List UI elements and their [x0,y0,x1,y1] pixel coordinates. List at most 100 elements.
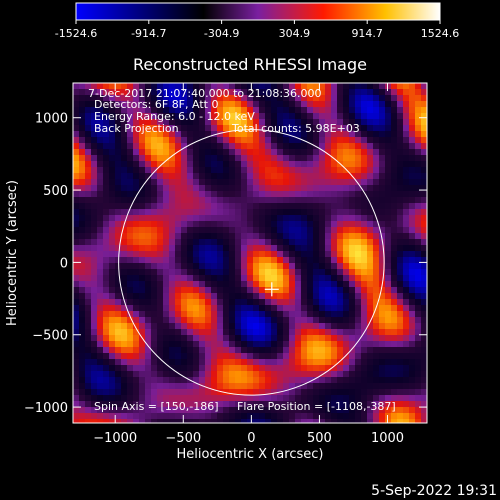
heatmap-cell [223,221,229,227]
heatmap-cell [151,221,157,227]
heatmap-cell [205,305,211,311]
heatmap-cell [139,389,145,395]
heatmap-cell [313,287,319,293]
heatmap-cell [403,149,409,155]
heatmap-cell [325,329,331,335]
heatmap-cell [265,257,271,263]
heatmap-cell [319,287,325,293]
heatmap-cell [277,305,283,311]
heatmap-cell [253,173,259,179]
heatmap-cell [415,371,421,377]
colorbar-tick-label: 914.7 [351,27,383,40]
heatmap-cell [139,353,145,359]
heatmap-cell [121,389,127,395]
heatmap-cell [313,239,319,245]
heatmap-cell [133,347,139,353]
heatmap-cell [391,125,397,131]
heatmap-cell [127,113,133,119]
heatmap-cell [187,395,193,401]
heatmap-cell [283,401,289,407]
heatmap-cell [409,245,415,251]
heatmap-cell [175,263,181,269]
heatmap-cell [403,95,409,101]
heatmap-cell [211,149,217,155]
heatmap-cell [139,227,145,233]
heatmap-cell [397,335,403,341]
heatmap-cell [85,215,91,221]
heatmap-cell [403,335,409,341]
heatmap-cell [337,383,343,389]
heatmap-cell [97,281,103,287]
heatmap-cell [79,233,85,239]
heatmap-cell [109,227,115,233]
heatmap-cell [349,239,355,245]
heatmap-cell [157,209,163,215]
heatmap-cell [247,203,253,209]
heatmap-cell [409,125,415,131]
heatmap-cell [79,101,85,107]
heatmap-cell [181,245,187,251]
heatmap-cell [109,281,115,287]
heatmap-cell [391,89,397,95]
heatmap-cell [127,395,133,401]
heatmap-cell [85,113,91,119]
heatmap-cell [283,407,289,413]
heatmap-cell [367,239,373,245]
heatmap-cell [145,359,151,365]
heatmap-cell [313,401,319,407]
heatmap-cell [235,395,241,401]
heatmap-cell [157,353,163,359]
heatmap-cell [337,299,343,305]
heatmap-cell [367,317,373,323]
heatmap-cell [229,287,235,293]
heatmap-cell [157,83,163,89]
heatmap-cell [103,131,109,137]
heatmap-cell [169,221,175,227]
heatmap-cell [199,179,205,185]
heatmap-cell [133,377,139,383]
heatmap-cell [133,227,139,233]
heatmap-cell [187,257,193,263]
heatmap-cell [181,419,187,423]
heatmap-cell [127,347,133,353]
heatmap-cell [253,245,259,251]
heatmap-cell [253,269,259,275]
heatmap-cell [361,287,367,293]
heatmap-cell [115,401,121,407]
heatmap-cell [421,167,427,173]
heatmap-cell [217,329,223,335]
heatmap-cell [277,203,283,209]
heatmap-cell [277,407,283,413]
heatmap-cell [175,359,181,365]
heatmap-cell [403,119,409,125]
heatmap-cell [151,317,157,323]
heatmap-cell [325,293,331,299]
heatmap-cell [331,149,337,155]
heatmap-cell [79,197,85,203]
heatmap-cell [127,371,133,377]
heatmap-cell [421,233,427,239]
heatmap-cell [271,353,277,359]
heatmap-cell [313,179,319,185]
heatmap-cell [241,347,247,353]
heatmap-cell [409,419,415,423]
heatmap-cell [151,161,157,167]
heatmap-cell [133,395,139,401]
heatmap-cell [265,347,271,353]
heatmap-cell [73,227,79,233]
heatmap-cell [325,287,331,293]
heatmap-cell [181,401,187,407]
heatmap-cell [229,335,235,341]
heatmap-cell [313,299,319,305]
heatmap-cell [271,275,277,281]
heatmap-cell [157,137,163,143]
heatmap-cell [169,395,175,401]
heatmap-cell [403,143,409,149]
heatmap-cell [85,107,91,113]
heatmap-cell [217,233,223,239]
heatmap-cell [361,239,367,245]
heatmap-cell [217,389,223,395]
heatmap-cell [109,371,115,377]
heatmap-cell [301,245,307,251]
heatmap-cell [301,101,307,107]
